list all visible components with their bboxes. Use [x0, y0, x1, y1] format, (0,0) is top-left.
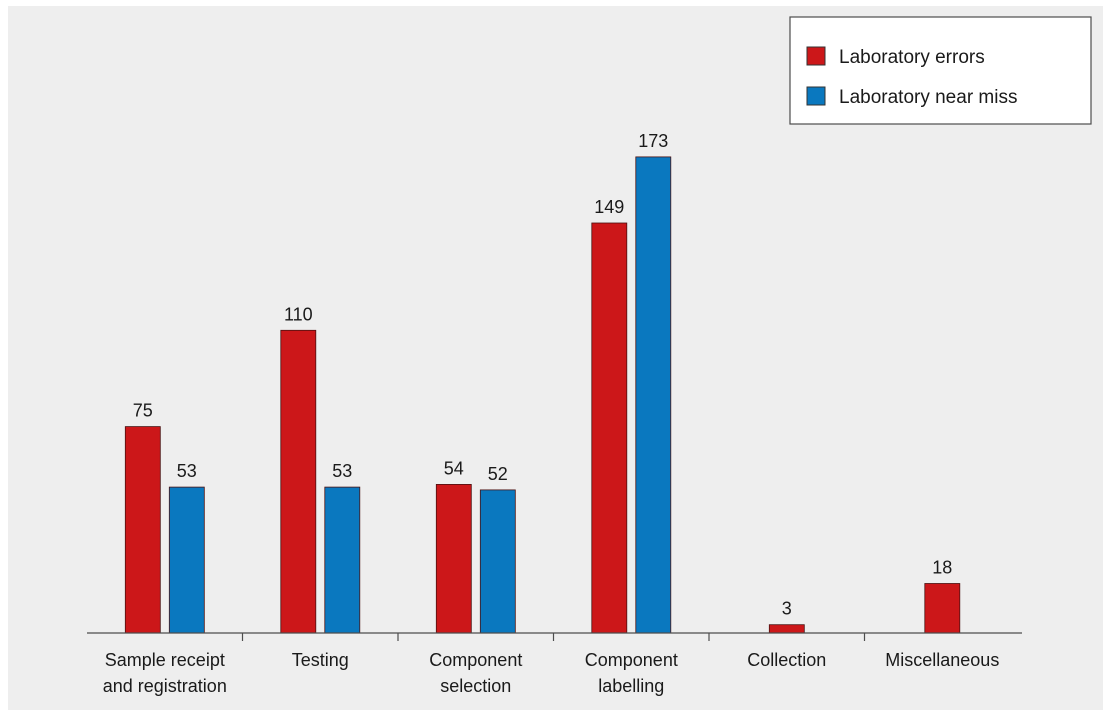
value-label-laboratory-errors-testing: 110: [284, 304, 313, 324]
x-tick-label-miscellaneous: Miscellaneous: [885, 650, 999, 670]
value-label-laboratory-near-miss-component-labelling: 173: [638, 131, 668, 151]
category-labels-group: Sample receipt and registration Testing Com…: [103, 650, 1000, 696]
bars-group: [124, 156, 961, 634]
bar-laboratory-errors-sample-receipt-and-registration: [124, 426, 161, 634]
value-label-laboratory-near-miss-component-selection: 52: [488, 464, 508, 484]
legend-box: [789, 16, 1092, 125]
value-label-laboratory-near-miss-sample-receipt-and-registration: 53: [177, 461, 197, 481]
bar-laboratory-near-miss-component-labelling: [635, 156, 672, 634]
x-tick-label-component-labelling: Component labelling: [585, 650, 678, 696]
bar-laboratory-errors-component-labelling: [591, 222, 628, 634]
bar-laboratory-errors-testing: [280, 329, 317, 634]
legend-label-laboratory-errors: Laboratory errors: [839, 47, 985, 68]
value-labels-group: 75 53 110 53 54 52 149 173 3 18: [133, 131, 953, 619]
legend-swatch-laboratory-near-miss: [806, 86, 826, 106]
legend-swatch-laboratory-errors: [806, 46, 826, 66]
x-tick-label-collection: Collection: [747, 650, 826, 670]
legend-label-laboratory-near-miss: Laboratory near miss: [839, 87, 1017, 108]
value-label-laboratory-errors-component-selection: 54: [444, 458, 464, 478]
x-tick-label-component-selection: Component selection: [429, 650, 522, 696]
bar-laboratory-near-miss-sample-receipt-and-registration: [168, 486, 205, 634]
value-label-laboratory-errors-sample-receipt-and-registration: 75: [133, 401, 153, 421]
value-label-laboratory-near-miss-testing: 53: [332, 461, 352, 481]
x-axis-ticks: [241, 633, 866, 641]
value-label-laboratory-errors-component-labelling: 149: [594, 197, 624, 217]
bar-laboratory-near-miss-testing: [324, 486, 361, 634]
bar-laboratory-near-miss-component-selection: [479, 489, 516, 634]
value-label-laboratory-errors-miscellaneous: 18: [932, 558, 952, 578]
x-tick-label-testing: Testing: [292, 650, 349, 670]
value-label-laboratory-errors-collection: 3: [782, 599, 792, 619]
legend: Laboratory errors Laboratory near miss: [789, 16, 1092, 125]
bar-laboratory-errors-component-selection: [435, 483, 472, 634]
bar-laboratory-errors-collection: [768, 624, 805, 634]
x-tick-label-sample-receipt-and-registration: Sample receipt and registration: [103, 650, 227, 696]
bar-laboratory-errors-miscellaneous: [924, 583, 961, 634]
